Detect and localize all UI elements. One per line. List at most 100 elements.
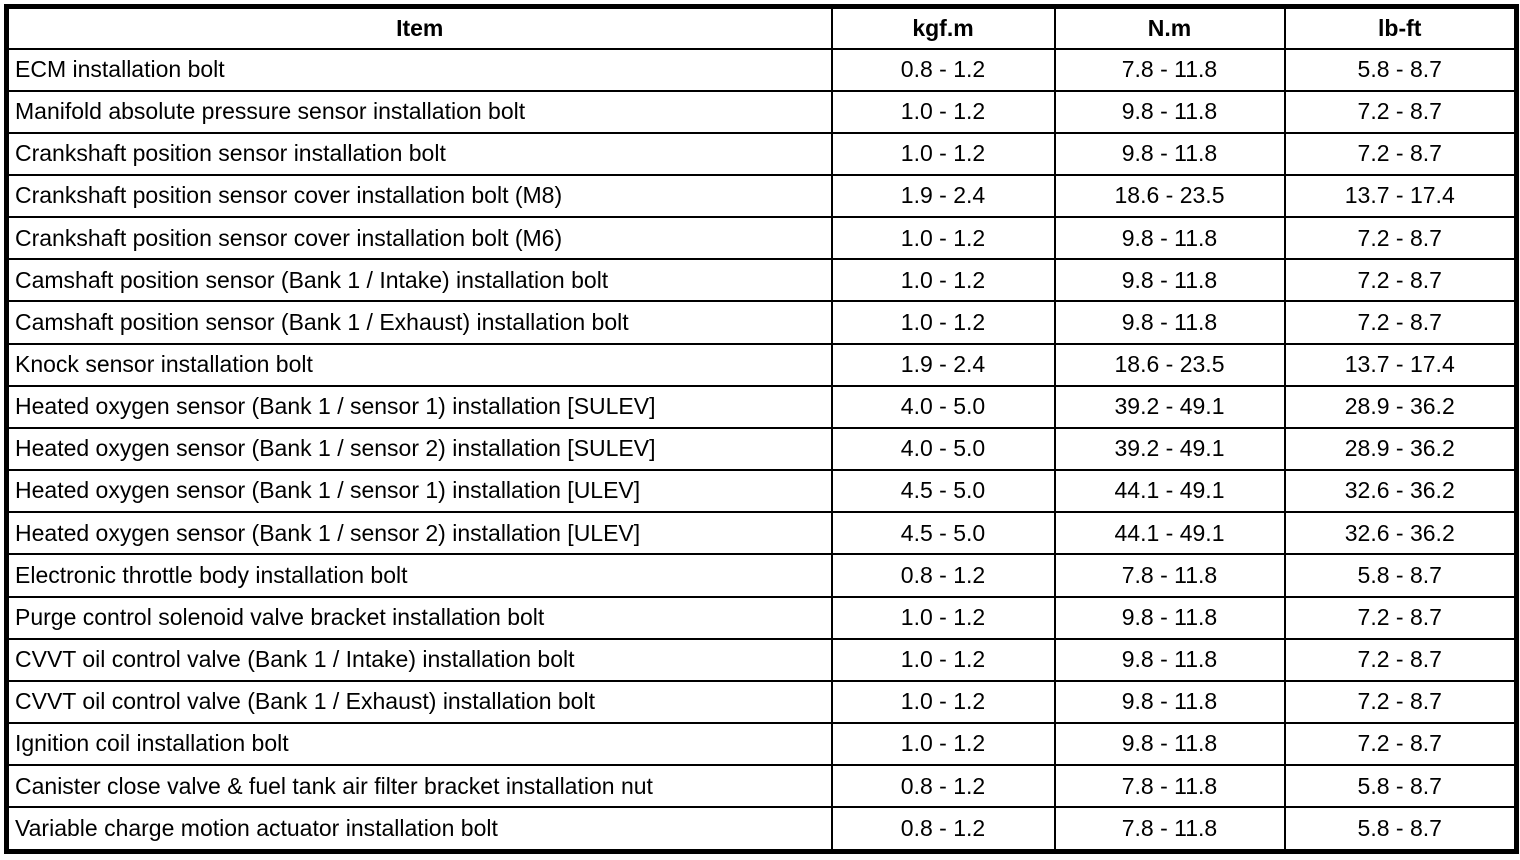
table-row: Heated oxygen sensor (Bank 1 / sensor 2)… — [5, 511, 1518, 556]
table-row: ECM installation bolt 0.8 - 1.2 7.8 - 11.8… — [5, 47, 1518, 92]
kgfm-value-cell: 4.5 - 5.0 — [830, 511, 1056, 556]
item-cell: Camshaft position sensor (Bank 1 / Intak… — [5, 258, 833, 303]
item-cell: ECM installation bolt — [5, 47, 833, 92]
lbft-value-cell: 7.2 - 8.7 — [1283, 216, 1518, 261]
lbft-value-cell: 7.2 - 8.7 — [1283, 721, 1518, 767]
kgfm-value-cell: 4.0 - 5.0 — [830, 384, 1056, 429]
kgfm-value-cell: 4.0 - 5.0 — [830, 426, 1056, 472]
item-cell: CVVT oil control valve (Bank 1 / Intake)… — [5, 637, 833, 682]
kgfm-value-cell: 0.8 - 1.2 — [830, 806, 1056, 853]
kgfm-value-cell: 0.8 - 1.2 — [830, 47, 1056, 92]
nm-value-cell: 7.8 - 11.8 — [1053, 764, 1286, 809]
torque-spec-table: Item kgf.m N.m lb-ft ECM installation bo… — [4, 4, 1519, 854]
kgfm-value-cell: 1.0 - 1.2 — [830, 679, 1056, 725]
item-cell: Crankshaft position sensor installation … — [5, 131, 833, 176]
kgfm-value-cell: 1.0 - 1.2 — [830, 595, 1056, 640]
nm-value-cell: 9.8 - 11.8 — [1053, 216, 1286, 261]
kgfm-value-cell: 1.0 - 1.2 — [830, 216, 1056, 261]
lbft-value-cell: 28.9 - 36.2 — [1283, 426, 1518, 472]
column-header-kgfm: kgf.m — [830, 5, 1056, 50]
nm-value-cell: 44.1 - 49.1 — [1053, 511, 1286, 556]
table-row: Manifold absolute pressure sensor instal… — [5, 89, 1518, 134]
lbft-value-cell: 7.2 - 8.7 — [1283, 89, 1518, 134]
lbft-value-cell: 32.6 - 36.2 — [1283, 511, 1518, 556]
nm-value-cell: 7.8 - 11.8 — [1053, 553, 1286, 598]
table-row: Electronic throttle body installation bo… — [5, 553, 1518, 598]
column-header-nm: N.m — [1053, 5, 1286, 50]
nm-value-cell: 9.8 - 11.8 — [1053, 679, 1286, 725]
lbft-value-cell: 5.8 - 8.7 — [1283, 553, 1518, 598]
item-cell: Knock sensor installation bolt — [5, 342, 833, 387]
kgfm-value-cell: 1.0 - 1.2 — [830, 131, 1056, 176]
kgfm-value-cell: 1.0 - 1.2 — [830, 637, 1056, 682]
item-cell: Purge control solenoid valve bracket ins… — [5, 595, 833, 640]
lbft-value-cell: 7.2 - 8.7 — [1283, 300, 1518, 345]
table-row: Crankshaft position sensor cover install… — [5, 216, 1518, 261]
kgfm-value-cell: 1.9 - 2.4 — [830, 173, 1056, 219]
header-row: Item kgf.m N.m lb-ft — [5, 5, 1518, 50]
item-cell: Camshaft position sensor (Bank 1 / Exhau… — [5, 300, 833, 345]
lbft-value-cell: 7.2 - 8.7 — [1283, 595, 1518, 640]
item-cell: Canister close valve & fuel tank air fil… — [5, 764, 833, 809]
kgfm-value-cell: 1.0 - 1.2 — [830, 89, 1056, 134]
kgfm-value-cell: 0.8 - 1.2 — [830, 553, 1056, 598]
table-row: Ignition coil installation bolt 1.0 - 1.2… — [5, 721, 1518, 767]
table-row: Variable charge motion actuator installa… — [5, 806, 1518, 853]
table-row: Knock sensor installation bolt 1.9 - 2.4 1… — [5, 342, 1518, 387]
lbft-value-cell: 5.8 - 8.7 — [1283, 764, 1518, 809]
nm-value-cell: 44.1 - 49.1 — [1053, 469, 1286, 514]
item-cell: Heated oxygen sensor (Bank 1 / sensor 2)… — [5, 511, 833, 556]
item-cell: Ignition coil installation bolt — [5, 721, 833, 767]
nm-value-cell: 18.6 - 23.5 — [1053, 173, 1286, 219]
nm-value-cell: 39.2 - 49.1 — [1053, 384, 1286, 429]
nm-value-cell: 9.8 - 11.8 — [1053, 637, 1286, 682]
item-cell: Variable charge motion actuator installa… — [5, 806, 833, 853]
kgfm-value-cell: 1.0 - 1.2 — [830, 721, 1056, 767]
table-row: Heated oxygen sensor (Bank 1 / sensor 1)… — [5, 469, 1518, 514]
kgfm-value-cell: 1.0 - 1.2 — [830, 258, 1056, 303]
nm-value-cell: 39.2 - 49.1 — [1053, 426, 1286, 472]
table-row: Heated oxygen sensor (Bank 1 / sensor 1)… — [5, 384, 1518, 429]
lbft-value-cell: 13.7 - 17.4 — [1283, 342, 1518, 387]
kgfm-value-cell: 0.8 - 1.2 — [830, 764, 1056, 809]
table-row: Crankshaft position sensor cover install… — [5, 173, 1518, 219]
lbft-value-cell: 7.2 - 8.7 — [1283, 637, 1518, 682]
lbft-value-cell: 5.8 - 8.7 — [1283, 47, 1518, 92]
table-row: Canister close valve & fuel tank air fil… — [5, 764, 1518, 809]
item-cell: Heated oxygen sensor (Bank 1 / sensor 1)… — [5, 469, 833, 514]
table-row: Purge control solenoid valve bracket ins… — [5, 595, 1518, 640]
lbft-value-cell: 7.2 - 8.7 — [1283, 131, 1518, 176]
nm-value-cell: 18.6 - 23.5 — [1053, 342, 1286, 387]
column-header-item: Item — [5, 5, 833, 50]
nm-value-cell: 9.8 - 11.8 — [1053, 300, 1286, 345]
lbft-value-cell: 13.7 - 17.4 — [1283, 173, 1518, 219]
item-cell: Heated oxygen sensor (Bank 1 / sensor 1)… — [5, 384, 833, 429]
lbft-value-cell: 7.2 - 8.7 — [1283, 258, 1518, 303]
item-cell: Crankshaft position sensor cover install… — [5, 216, 833, 261]
kgfm-value-cell: 4.5 - 5.0 — [830, 469, 1056, 514]
table-row: Camshaft position sensor (Bank 1 / Exhau… — [5, 300, 1518, 345]
table-row: Camshaft position sensor (Bank 1 / Intak… — [5, 258, 1518, 303]
nm-value-cell: 9.8 - 11.8 — [1053, 258, 1286, 303]
lbft-value-cell: 28.9 - 36.2 — [1283, 384, 1518, 429]
nm-value-cell: 7.8 - 11.8 — [1053, 806, 1286, 853]
kgfm-value-cell: 1.9 - 2.4 — [830, 342, 1056, 387]
item-cell: Electronic throttle body installation bo… — [5, 553, 833, 598]
table-row: CVVT oil control valve (Bank 1 / Exhaust… — [5, 679, 1518, 725]
table-row: CVVT oil control valve (Bank 1 / Intake)… — [5, 637, 1518, 682]
nm-value-cell: 9.8 - 11.8 — [1053, 721, 1286, 767]
nm-value-cell: 9.8 - 11.8 — [1053, 595, 1286, 640]
table-row: Heated oxygen sensor (Bank 1 / sensor 2)… — [5, 426, 1518, 472]
nm-value-cell: 7.8 - 11.8 — [1053, 47, 1286, 92]
item-cell: Heated oxygen sensor (Bank 1 / sensor 2)… — [5, 426, 833, 472]
table-body: ECM installation bolt 0.8 - 1.2 7.8 - 11.8… — [5, 47, 1518, 853]
item-cell: Manifold absolute pressure sensor instal… — [5, 89, 833, 134]
nm-value-cell: 9.8 - 11.8 — [1053, 131, 1286, 176]
lbft-value-cell: 7.2 - 8.7 — [1283, 679, 1518, 725]
item-cell: CVVT oil control valve (Bank 1 / Exhaust… — [5, 679, 833, 725]
item-cell: Crankshaft position sensor cover install… — [5, 173, 833, 219]
column-header-lbft: lb-ft — [1283, 5, 1518, 50]
lbft-value-cell: 32.6 - 36.2 — [1283, 469, 1518, 514]
table-row: Crankshaft position sensor installation … — [5, 131, 1518, 176]
